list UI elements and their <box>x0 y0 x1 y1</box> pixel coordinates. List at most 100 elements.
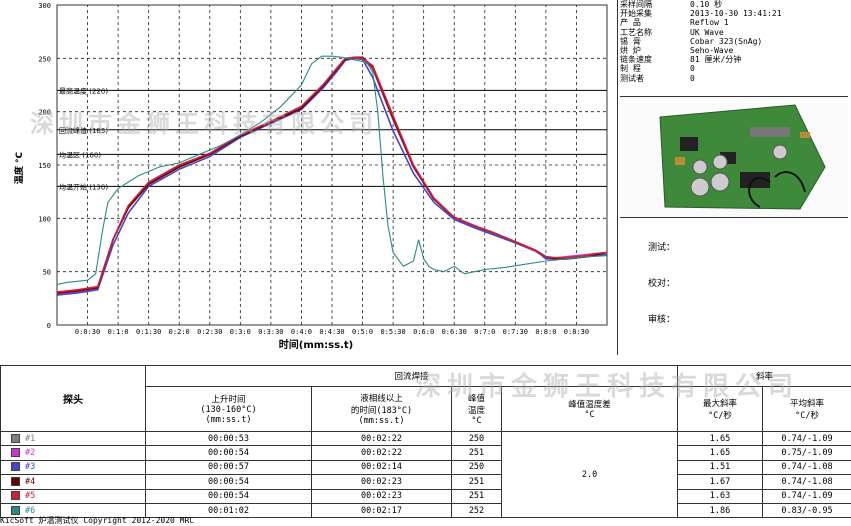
info-key: 测试者 <box>620 74 690 83</box>
info-value: 0 <box>690 74 695 83</box>
ref-line-label: 均温开始 (130) <box>59 182 108 191</box>
rise-time-cell: 00:00:57 <box>146 460 312 474</box>
liquidus-time-cell: 00:02:23 <box>312 475 452 489</box>
info-key: 采样间隔 <box>620 0 690 9</box>
peak-temp-cell: 251 <box>452 475 502 489</box>
x-tick-label: 0:4:30 <box>319 328 344 336</box>
info-value: 81 厘米/分钟 <box>690 55 741 64</box>
avg-slope-cell: 0.74/-1.08 <box>763 460 851 474</box>
peak-temp-cell: 250 <box>452 460 502 474</box>
y-tick-label: 0 <box>47 322 51 330</box>
x-tick-label: 0:2:30 <box>197 328 222 336</box>
info-value: UK Wave <box>690 28 724 37</box>
x-tick-label: 0:7:0 <box>474 328 495 336</box>
max-slope-cell: 1.86 <box>678 503 763 517</box>
liquidus-time-cell: 00:02:22 <box>312 446 452 460</box>
x-tick-label: 0:0:30 <box>75 328 100 336</box>
peak-temp-cell: 250 <box>452 432 502 446</box>
probe-cell: #5 <box>1 489 146 503</box>
y-tick-label: 250 <box>38 55 51 63</box>
peak-temp-cell: 252 <box>452 503 502 517</box>
x-tick-label: 0:4:0 <box>291 328 312 336</box>
info-key: 烘 炉 <box>620 46 690 55</box>
rise-time-cell: 00:00:53 <box>146 432 312 446</box>
y-tick-label: 50 <box>43 269 51 277</box>
y-tick-label: 150 <box>38 162 51 170</box>
x-tick-label: 0:1:30 <box>136 328 161 336</box>
probe-cell: #2 <box>1 446 146 460</box>
max-slope-cell: 1.65 <box>678 432 763 446</box>
rise-time-cell: 00:00:54 <box>146 446 312 460</box>
probe-color-swatch <box>11 506 20 515</box>
avg-slope-cell: 0.74/-1.09 <box>763 489 851 503</box>
ref-line-label: 最高温度 (220) <box>59 86 108 95</box>
x-axis-label: 时间(mm:ss.t) <box>279 338 353 351</box>
info-value: 0.10 秒 <box>690 0 722 9</box>
proofread-signature-label: 校对： <box>648 276 675 289</box>
info-key: 产 品 <box>620 18 690 27</box>
avg-slope-cell: 0.74/-1.08 <box>763 475 851 489</box>
max-slope-cell: 1.51 <box>678 460 763 474</box>
avg-slope-cell: 0.75/-1.09 <box>763 446 851 460</box>
x-tick-label: 0:6:30 <box>442 328 467 336</box>
review-signature-label: 审核： <box>648 312 675 325</box>
avg-slope-cell: 0.83/-0.95 <box>763 503 851 517</box>
x-tick-label: 0:8:30 <box>564 328 589 336</box>
x-tick-label: 0:2:0 <box>169 328 190 336</box>
x-tick-label: 0:5:30 <box>380 328 405 336</box>
footer-copyright: KicSoft 炉温测试仪 Copyright 2012-2020 MRC <box>0 515 194 526</box>
info-value: 2013-10-30 13:41:21 <box>690 9 782 18</box>
table-watermark: 深圳市金狮王科技有限公司 <box>415 366 799 403</box>
rise-time-cell: 00:00:54 <box>146 489 312 503</box>
test-signature-label: 测试： <box>648 240 675 253</box>
probe-label: #2 <box>25 448 35 458</box>
probe-cell: #3 <box>1 460 146 474</box>
max-slope-cell: 1.65 <box>678 446 763 460</box>
x-tick-label: 0:1:0 <box>108 328 129 336</box>
pcb-image <box>620 97 848 217</box>
peak-temp-cell: 251 <box>452 446 502 460</box>
probe-header: 探头 <box>1 366 146 432</box>
liquidus-time-cell: 00:02:22 <box>312 432 452 446</box>
peak-temp-cell: 251 <box>452 489 502 503</box>
info-value: 0 <box>690 64 695 73</box>
probe-label: #3 <box>25 462 35 472</box>
avg-slope-cell: 0.74/-1.09 <box>763 432 851 446</box>
info-key: 制 程 <box>620 64 690 73</box>
chart-watermark: 深圳市金狮王科技有限公司 <box>30 110 378 138</box>
info-key: 锡 膏 <box>620 37 690 46</box>
pcb-photo <box>620 96 848 218</box>
probe-color-swatch <box>11 477 20 486</box>
y-axis-label: 温度 °C <box>13 151 25 184</box>
x-tick-label: 0:3:30 <box>258 328 283 336</box>
max-slope-cell: 1.67 <box>678 475 763 489</box>
x-tick-label: 0:6:0 <box>413 328 434 336</box>
max-slope-cell: 1.63 <box>678 489 763 503</box>
liquidus-time-cell: 00:02:23 <box>312 489 452 503</box>
info-value: Cobar 323(SnAg) <box>690 37 762 46</box>
x-tick-label: 0:7:30 <box>503 328 528 336</box>
x-tick-label: 0:8:0 <box>535 328 556 336</box>
probe-color-swatch <box>11 462 20 471</box>
peak-diff-cell: 2.0 <box>502 432 678 518</box>
liquidus-time-cell: 00:02:17 <box>312 503 452 517</box>
probe-label: #4 <box>25 477 35 487</box>
rise-time-cell: 00:00:54 <box>146 475 312 489</box>
probe-color-swatch <box>11 448 20 457</box>
y-tick-label: 300 <box>38 2 51 10</box>
liquidus-time-cell: 00:02:14 <box>312 460 452 474</box>
